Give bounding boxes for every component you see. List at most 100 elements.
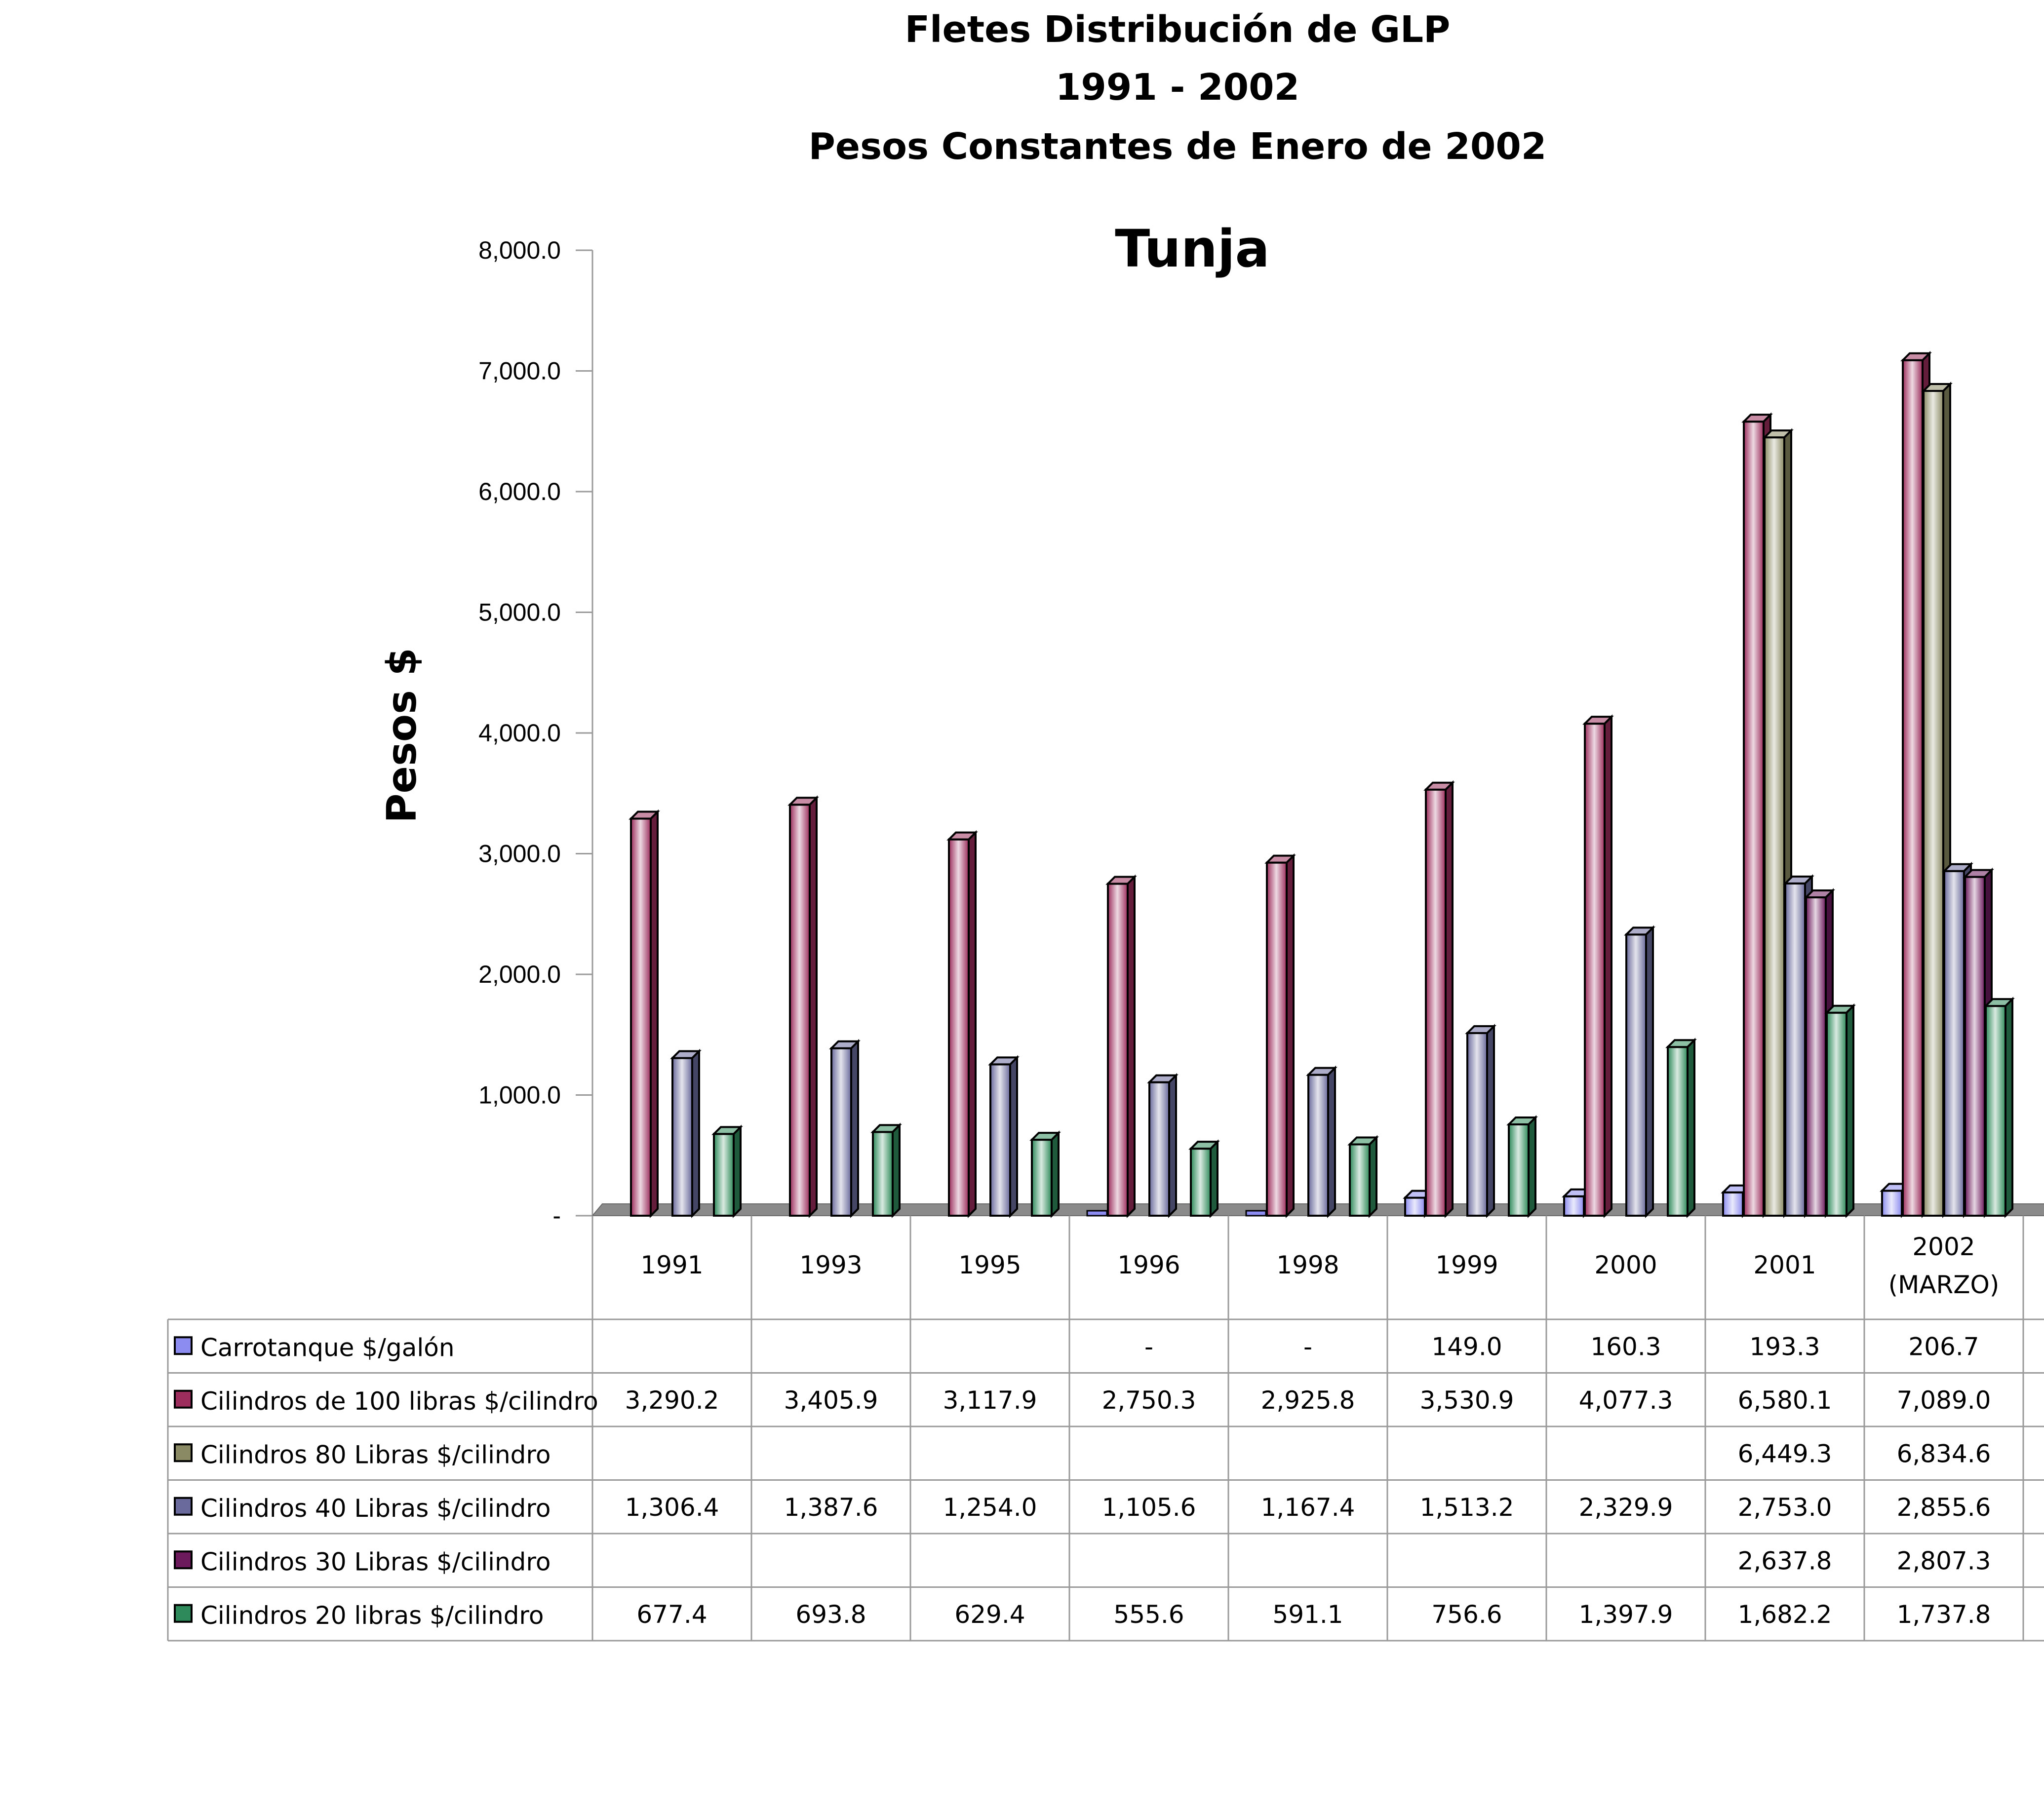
table-cell: 2,925.8	[1261, 1386, 1355, 1415]
legend-key	[174, 1389, 193, 1409]
bar-top	[1506, 1116, 1538, 1126]
bar-side	[1604, 714, 1612, 1218]
bar-front	[1881, 1190, 1903, 1217]
bar	[1423, 780, 1455, 1218]
table-cell: 677.4	[636, 1600, 707, 1629]
category-label: 1991	[640, 1251, 703, 1279]
table-cell: 6,580.1	[1738, 1386, 1832, 1415]
category-label: 1993	[799, 1251, 862, 1279]
category-label: 2000	[1594, 1251, 1657, 1279]
bar	[1105, 874, 1137, 1218]
bar-top	[1783, 875, 1814, 885]
table-cell: 3,117.9	[943, 1386, 1037, 1415]
table-cell: 2,807.3	[1897, 1546, 1991, 1575]
bar-top	[1423, 781, 1455, 791]
bar-top	[1762, 429, 1794, 439]
bar-front	[1985, 1005, 2006, 1217]
bar-front	[1964, 876, 1986, 1217]
legend-key	[174, 1550, 193, 1570]
bar-top	[988, 1056, 1020, 1066]
bar	[1665, 1038, 1697, 1218]
bar-front	[1190, 1148, 1212, 1217]
table-cell: 756.6	[1431, 1600, 1502, 1629]
y-tick-label: 4,000.0	[478, 719, 561, 747]
bar	[670, 1048, 702, 1218]
bar-front	[671, 1057, 693, 1217]
bar	[787, 795, 819, 1218]
bar-front	[789, 804, 811, 1217]
bar-top	[1824, 1004, 1856, 1014]
y-tick-label: 6,000.0	[478, 478, 561, 505]
table-cell: 1,105.6	[1102, 1493, 1196, 1522]
bar-front	[1086, 1210, 1108, 1217]
table-cell: 1,737.8	[1897, 1600, 1991, 1629]
bar-side	[968, 830, 977, 1218]
bar	[1824, 1003, 1856, 1218]
y-tick-label: 1,000.0	[478, 1081, 561, 1109]
bar-top	[1624, 926, 1655, 936]
table-cell: 629.4	[954, 1600, 1025, 1629]
bar-front	[1245, 1210, 1267, 1217]
bar	[1029, 1130, 1061, 1218]
table-cell: 1,306.4	[625, 1493, 719, 1522]
bar-front	[1563, 1195, 1585, 1217]
bar-front	[1349, 1143, 1371, 1217]
table-cell: 591.1	[1272, 1600, 1343, 1629]
bar-front	[948, 838, 970, 1217]
bar-front	[1764, 436, 1785, 1217]
legend-label: Cilindros de 100 libras $/cilindro	[200, 1387, 598, 1416]
table-cell: -	[1144, 1332, 1153, 1361]
category-label: 1998	[1276, 1251, 1339, 1279]
y-tick-label: 2,000.0	[478, 961, 561, 988]
bar-top	[1741, 414, 1773, 423]
table-cell: 193.3	[1749, 1332, 1820, 1361]
bar-side	[1051, 1130, 1060, 1218]
table-cell: 6,449.3	[1738, 1439, 1832, 1468]
bar	[1147, 1073, 1179, 1218]
bar-side	[1327, 1065, 1336, 1218]
table-cell: 2,637.8	[1738, 1546, 1832, 1575]
bar-front	[1826, 1011, 1847, 1217]
chart-titles: Fletes Distribución de GLP 1991 - 2002 Pes…	[809, 8, 1547, 279]
table-cell: 555.6	[1113, 1600, 1184, 1629]
bar	[870, 1122, 902, 1218]
bar-top	[1963, 869, 1994, 878]
bar-side	[733, 1124, 742, 1218]
bar-side	[1687, 1038, 1695, 1218]
bars	[629, 350, 2015, 1218]
bar-front	[1743, 421, 1765, 1217]
bar-top	[670, 1050, 702, 1059]
bar-side	[892, 1122, 901, 1218]
bar	[988, 1055, 1020, 1218]
bar-front	[1107, 883, 1129, 1217]
table-cell: 693.8	[795, 1600, 866, 1629]
bar-top	[1983, 998, 2015, 1007]
bar-front	[1466, 1032, 1488, 1217]
bar-side	[1210, 1139, 1219, 1218]
bar-side	[1528, 1115, 1536, 1218]
bar	[1624, 925, 1655, 1218]
bar-side	[1369, 1135, 1377, 1218]
table-cell: 7,089.0	[1897, 1386, 1991, 1415]
bar	[1245, 1210, 1267, 1217]
table-cell: 2,329.9	[1579, 1493, 1673, 1522]
table-cell: 4,077.3	[1579, 1386, 1673, 1415]
category-label: 1999	[1435, 1251, 1498, 1279]
bar-front	[1148, 1081, 1170, 1217]
table-cell: 1,513.2	[1420, 1493, 1514, 1522]
category-label: 2001	[1753, 1251, 1816, 1279]
bar-top	[1029, 1132, 1061, 1141]
bar	[1983, 997, 2015, 1218]
bar-top	[1804, 889, 1835, 899]
table-cell: 149.0	[1431, 1332, 1502, 1361]
y-tick-label: 7,000.0	[478, 357, 561, 385]
chart-title-line: Fletes Distribución de GLP	[905, 8, 1451, 51]
bar-top	[946, 831, 978, 841]
bar-front	[1943, 870, 1965, 1217]
table-cell: -	[1303, 1332, 1312, 1361]
bar-top	[1665, 1039, 1697, 1048]
y-tick-label: -	[552, 1202, 561, 1230]
bar-front	[1266, 861, 1288, 1217]
data-table: 1991 1993 1995 1996 1998 1999 2000 2001 2002 (MAR…	[167, 1216, 2044, 1642]
